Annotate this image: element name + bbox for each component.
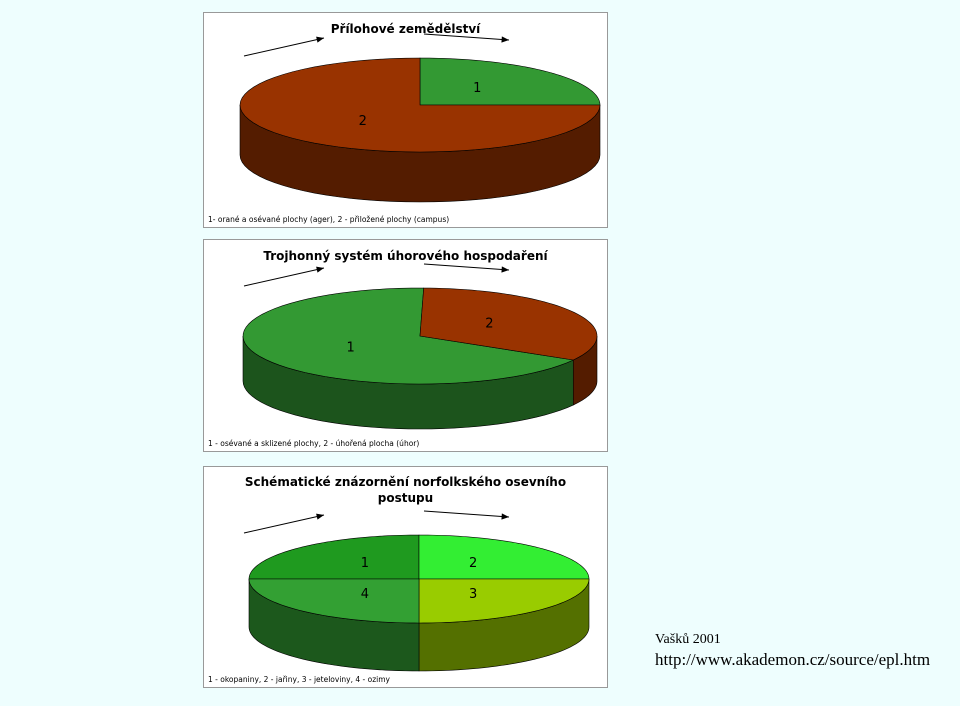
slice-label: 1: [361, 556, 369, 571]
author: Vašků 2001: [655, 632, 721, 647]
chart-title: Trojhonný systém úhorového hospodaření: [263, 249, 548, 263]
slice-label: 2: [485, 317, 493, 332]
slice-label: 1: [473, 81, 481, 96]
arrow-head: [316, 36, 324, 43]
slice: [419, 57, 601, 106]
arrow-head: [316, 266, 324, 273]
arrow-head: [501, 513, 509, 520]
chart-title: Přílohové zemědělství: [330, 22, 481, 36]
chart-panel: 1 2 Trojhonný systém úhorového hospodaření…: [203, 239, 608, 452]
slice-label: 2: [469, 556, 477, 571]
arrow: [423, 510, 510, 518]
chart-panel: 1 2 3 4 Schématické znázornění norfolkského …: [203, 466, 608, 688]
caption: 1- orané a osévané plochy (ager), 2 - př…: [208, 215, 450, 224]
slice: [418, 578, 590, 624]
slice: [239, 57, 601, 153]
arrow: [243, 37, 325, 57]
chart: 12: [239, 33, 601, 203]
caption: 1 - osévané a sklizené plochy, 2 - úhoře…: [208, 439, 420, 448]
arrow-head: [501, 36, 509, 43]
slice-label: 4: [361, 587, 369, 602]
slice: [248, 534, 420, 580]
slice: [242, 287, 575, 385]
chart-title: Schématické znázornění norfolkského osev…: [244, 475, 567, 505]
chart-panel: 1 2 Přílohové zemědělství 1- orané a osévan…: [203, 12, 608, 228]
slice-label: 1: [346, 340, 354, 355]
arrow-head: [501, 266, 509, 273]
arrow: [243, 514, 325, 534]
arrow-head: [316, 513, 324, 520]
chart: 1 2 3 4: [243, 510, 590, 672]
slice-label: 2: [359, 114, 367, 129]
slice: [248, 578, 420, 624]
slice-label: 3: [469, 587, 477, 602]
chart: 12: [242, 263, 598, 430]
url: http://www.akademon.cz/source/epl.htm: [655, 650, 931, 669]
arrow: [243, 267, 325, 287]
arrow: [423, 33, 510, 41]
slice: [418, 534, 590, 580]
arrow: [423, 263, 510, 271]
slice: [419, 287, 598, 361]
caption: 1 - okopaniny, 2 - jařiny, 3 - jetelovin…: [208, 675, 390, 684]
